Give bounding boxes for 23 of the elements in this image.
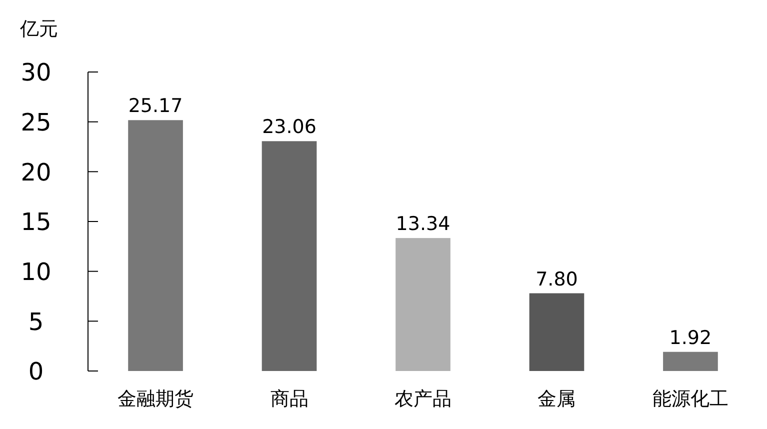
bar — [529, 293, 584, 371]
x-tick-label: 能源化工 — [652, 388, 728, 410]
data-label: 23.06 — [262, 116, 316, 138]
y-tick-label: 5 — [28, 308, 44, 336]
y-tick-label: 10 — [20, 258, 52, 286]
data-label: 25.17 — [128, 95, 183, 118]
y-tick-label: 25 — [20, 108, 52, 136]
x-tick-label: 农产品 — [394, 388, 452, 410]
data-label: 1.92 — [669, 326, 712, 349]
data-label: 7.80 — [536, 268, 578, 290]
bar — [663, 352, 718, 371]
y-tick-label: 15 — [20, 208, 52, 236]
y-tick-label: 30 — [20, 58, 52, 87]
y-tick-label: 20 — [20, 158, 52, 186]
y-tick-label: 0 — [28, 358, 44, 386]
bar — [396, 238, 450, 371]
data-label: 13.34 — [396, 213, 450, 236]
x-tick-label: 商品 — [270, 388, 308, 410]
x-tick-label: 金融期货 — [118, 388, 194, 410]
bar — [262, 141, 317, 371]
x-tick-label: 金属 — [538, 388, 576, 410]
bar — [128, 120, 183, 371]
y-axis-title: 亿元 — [19, 18, 58, 40]
